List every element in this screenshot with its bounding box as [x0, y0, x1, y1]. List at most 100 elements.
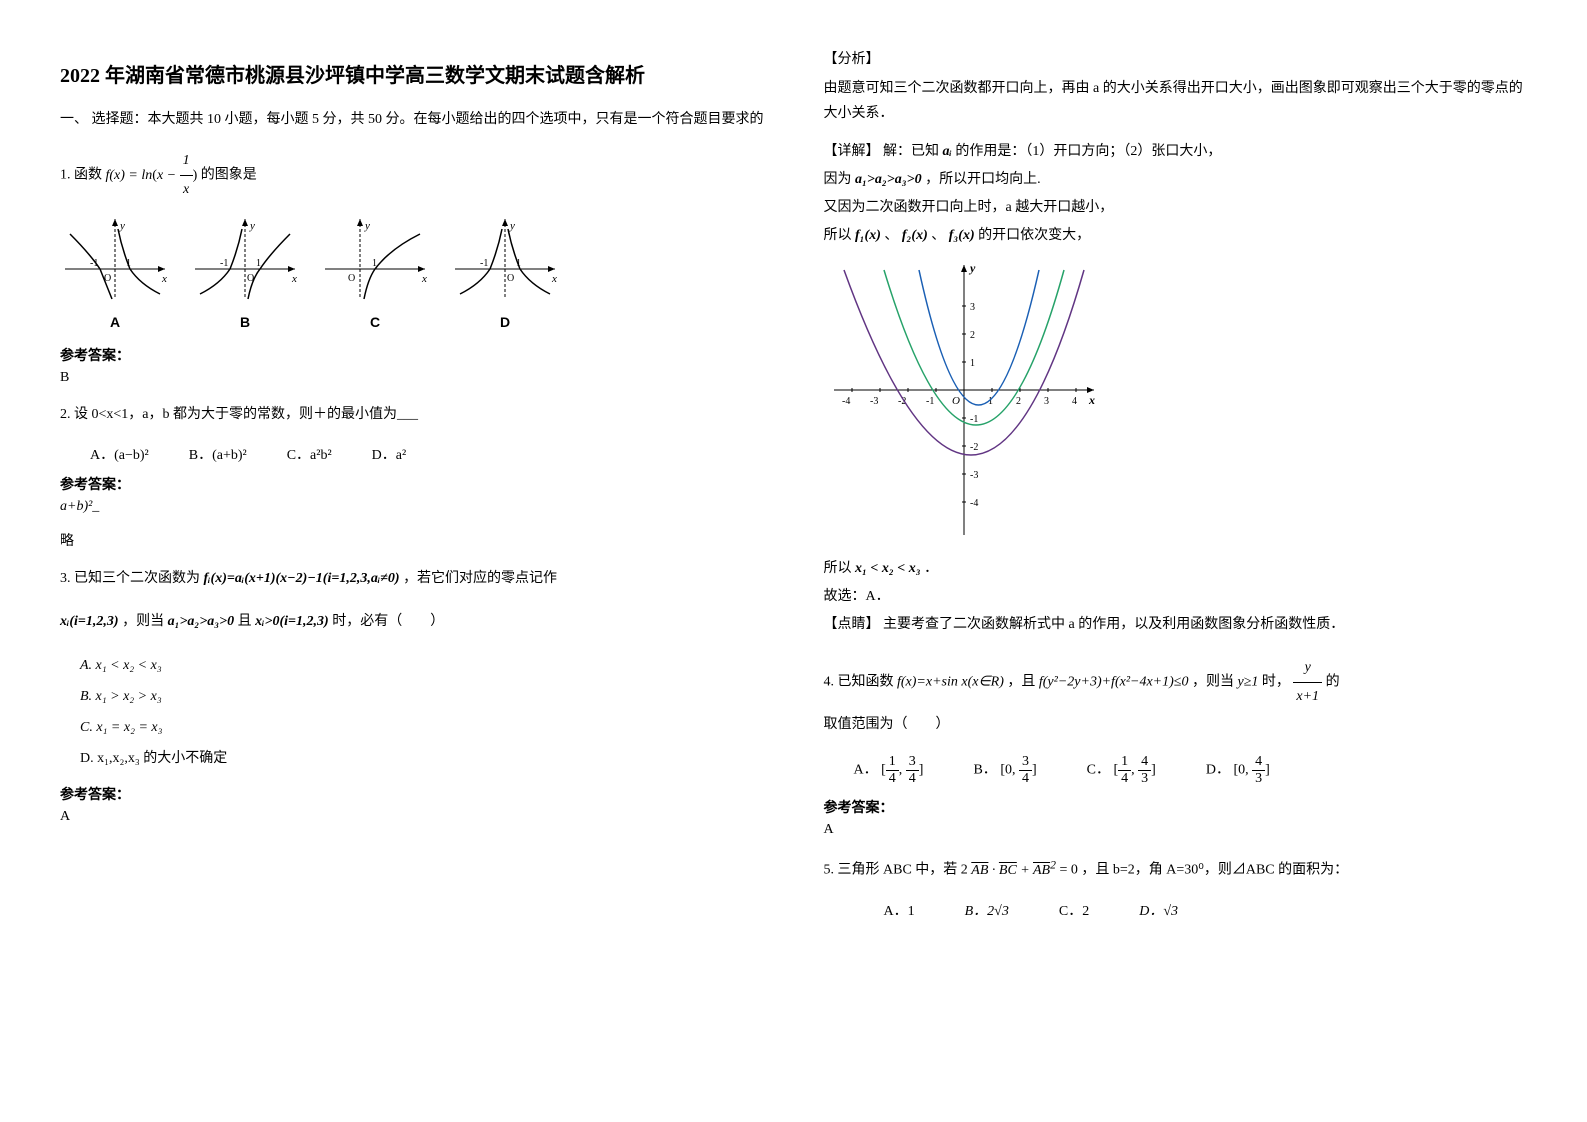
svg-text:1: 1 [970, 358, 975, 369]
detail4-f3: f₃(x) [949, 228, 975, 243]
svg-text:x: x [161, 273, 167, 285]
q4a-r: 3 [906, 754, 919, 771]
q4-opt-b: B． [0, 34] [973, 754, 1036, 787]
question-4: 4. 已知函数 f(x)=x+sin x(x∈R) ，且 f(y²−2y+3)+… [824, 654, 1528, 739]
q2-answer: a+b)²_ [60, 499, 764, 515]
detail-line3: 又因为二次函数开口向上时，a 越大开口越小， [824, 194, 1528, 222]
question-3: 3. 已知三个二次函数为 fᵢ(x)=aᵢ(x+1)(x−2)−1(i=1,2,… [60, 565, 764, 593]
svg-text:y: y [119, 220, 125, 232]
svg-text:-1: -1 [926, 396, 934, 407]
q3-opt-a: A. x₁ < x₂ < x₃ [80, 651, 764, 682]
q4-cond: y≥1 [1237, 675, 1258, 690]
conclusion: 所以 x₁ < x₂ < x₃ ． [824, 555, 1528, 583]
svg-text:-1: -1 [90, 258, 98, 269]
conclusion-prefix: 所以 [824, 561, 852, 576]
q3-line2: xᵢ(i=1,2,3) ，则当 a₁>a₂>a₃>0 且 xᵢ>0(i=1,2,… [60, 608, 764, 636]
q5-eq: = 0 [1059, 863, 1077, 878]
q4c-rd: 3 [1138, 771, 1151, 787]
q4-opt-d-label: D． [1206, 763, 1230, 778]
q2-options: A．(a−b)² B．(a+b)² C．a²b² D．a² [90, 444, 764, 464]
q4-num: 4. [824, 675, 835, 690]
svg-text:2: 2 [970, 330, 975, 341]
q3-opt-c: C. x₁ = x₂ = x₃ [80, 713, 764, 744]
detail2-cond: a₁>a₂>a₃>0 [855, 172, 922, 187]
detail4-f1: f₁(x) [855, 228, 881, 243]
graph-c: x y O 1 C [320, 219, 430, 330]
comment: 【点睛】 主要考查了二次函数解析式中 a 的作用，以及利用函数图象分析函数性质． [824, 611, 1528, 639]
q4d-rd: 3 [1252, 771, 1265, 787]
q4-opt-d: D． [0, 43] [1206, 754, 1270, 787]
choose: 故选：A． [824, 583, 1528, 611]
page-title: 2022 年湖南省常德市桃源县沙坪镇中学高三数学文期末试题含解析 [60, 60, 764, 92]
svg-text:4: 4 [1072, 396, 1077, 407]
q4-answer: A [824, 822, 1528, 838]
q4c-ld: 4 [1118, 771, 1131, 787]
detail2-prefix: 因为 [824, 172, 852, 187]
svg-text:x: x [421, 273, 427, 285]
q4-options: A． [14, 34] B． [0, 34] C． [14, 43] D． [0… [854, 754, 1528, 787]
q3-num: 3. [60, 571, 71, 586]
svg-text:-4: -4 [970, 498, 978, 509]
q5-opt-d: D．√3 [1139, 900, 1178, 920]
graph-a-label: A [60, 314, 170, 330]
q4-opt-c-label: C． [1087, 763, 1110, 778]
q4b-l: 0 [1005, 763, 1012, 778]
q1-graphs: x y O -1 1 A x y O -1 1 [60, 219, 764, 330]
q1-formula: f(x) = ln(x − 1x) [106, 168, 201, 183]
svg-text:3: 3 [1044, 396, 1049, 407]
svg-text:y: y [509, 220, 515, 232]
q4-frac: y x+1 [1293, 654, 1322, 711]
graph-a: x y O -1 1 A [60, 219, 170, 330]
q5-options: A．1 B．2√3 C．2 D．√3 [884, 900, 1528, 920]
q3-opt-b: B. x₁ > x₂ > x₃ [80, 682, 764, 713]
detail4-suffix: 的开口依次变大， [978, 228, 1090, 243]
q4-opt-b-label: B． [973, 763, 996, 778]
q3-l2-and: 且 [238, 614, 252, 629]
q3-l2-cond: a₁>a₂>a₃>0 [168, 614, 235, 629]
q4-ineq: f(y²−2y+3)+f(x²−4x+1)≤0 [1039, 675, 1189, 690]
q4d-r: 4 [1252, 754, 1265, 771]
detail-line1: 【详解】 解：已知 aᵢ 的作用是：（1）开口方向；（2）张口大小， [824, 138, 1528, 166]
q3-suffix: ，若它们对应的零点记作 [403, 571, 557, 586]
q1-num: 1. [60, 168, 71, 183]
q2-opt-a: A．(a−b)² [90, 444, 149, 464]
svg-text:O: O [952, 395, 960, 407]
q3-prefix: 已知三个二次函数为 [74, 571, 200, 586]
svg-text:y: y [249, 220, 255, 232]
q5-opt-c: C．2 [1059, 900, 1089, 920]
svg-text:x: x [291, 273, 297, 285]
question-2: 2. 设 0<x<1，a，b 都为大于零的常数，则＋的最小值为___ [60, 401, 764, 429]
detail-line2: 因为 a₁>a₂>a₃>0 ，所以开口均向上. [824, 166, 1528, 194]
svg-text:-1: -1 [970, 414, 978, 425]
q1-stem-prefix: 函数 [74, 168, 102, 183]
q1-stem-suffix: 的图象是 [201, 168, 257, 183]
svg-text:x: x [1088, 393, 1095, 407]
q4a-ld: 4 [886, 771, 899, 787]
svg-text:3: 3 [970, 302, 975, 313]
q3-formula: fᵢ(x)=aᵢ(x+1)(x−2)−1(i=1,2,3,aᵢ≠0) [204, 571, 400, 586]
question-1: 1. 函数 f(x) = ln(x − 1x) 的图象是 [60, 147, 764, 204]
svg-text:O: O [348, 273, 355, 284]
svg-text:y: y [968, 261, 976, 275]
svg-text:y: y [364, 220, 370, 232]
left-column: 2022 年湖南省常德市桃源县沙坪镇中学高三数学文期末试题含解析 一、 选择题：… [60, 40, 764, 930]
q3-answer: A [60, 809, 764, 825]
q2-opt-d: D．a² [372, 444, 407, 464]
conclusion-suffix: ． [924, 561, 938, 576]
q2-stem: 设 0<x<1，a，b 都为大于零的常数，则＋的最小值为___ [74, 407, 418, 422]
q4-frac-den: x+1 [1293, 683, 1322, 711]
analysis-heading: 【分析】 [824, 48, 1528, 68]
svg-text:2: 2 [1016, 396, 1021, 407]
q1-answer-heading: 参考答案： [60, 345, 764, 365]
q3-answer-heading: 参考答案： [60, 784, 764, 804]
q4-fdef: f(x)=x+sin x(x∈R) [897, 675, 1004, 690]
q2-opt-b: B．(a+b)² [189, 444, 247, 464]
q3-l2-cond2: xᵢ>0(i=1,2,3) [255, 614, 329, 629]
q2-opt-c: C．a²b² [287, 444, 332, 464]
q4c-l: 1 [1118, 754, 1131, 771]
q4-suffix: 的 [1326, 675, 1340, 690]
q3-l2-suffix: 时，必有（ ） [332, 614, 444, 629]
detail-heading: 【详解】 [824, 144, 880, 159]
detail1-prefix: 解：已知 [883, 144, 939, 159]
graph-c-label: C [320, 314, 430, 330]
